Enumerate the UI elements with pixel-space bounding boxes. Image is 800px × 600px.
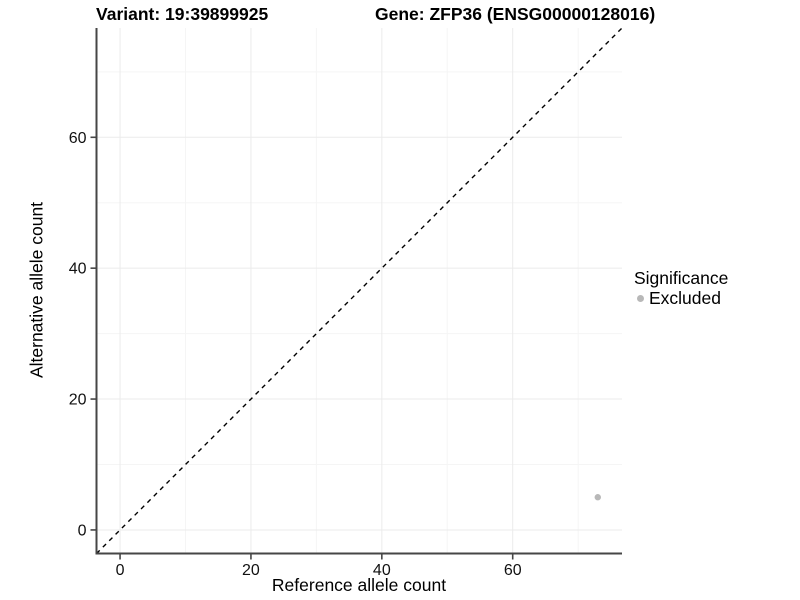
x-axis-title: Reference allele count: [271, 575, 447, 595]
y-tick-label-40: 40: [69, 261, 87, 278]
y-tick-label-0: 0: [78, 522, 87, 539]
data-point-excluded: [594, 494, 601, 501]
x-tick-label-20: 20: [242, 562, 260, 579]
x-tick-label-40: 40: [373, 562, 391, 579]
y-tick-label-60: 60: [69, 130, 87, 147]
legend-item-label: Excluded: [649, 287, 721, 308]
y-tick-label-20: 20: [69, 392, 87, 409]
legend-item-excluded: Excluded: [634, 288, 728, 308]
identity-line: [96, 27, 623, 554]
legend: Significance Excluded: [634, 268, 728, 308]
variant-title: Variant: 19:39899925: [96, 4, 269, 24]
y-axis-title: Alternative allele count: [26, 201, 47, 379]
x-tick-label-0: 0: [116, 562, 125, 579]
gene-title: Gene: ZFP36 (ENSG00000128016): [375, 4, 656, 24]
legend-point-icon: [637, 295, 644, 302]
x-tick-label-60: 60: [504, 562, 522, 579]
legend-title: Significance: [634, 268, 729, 288]
